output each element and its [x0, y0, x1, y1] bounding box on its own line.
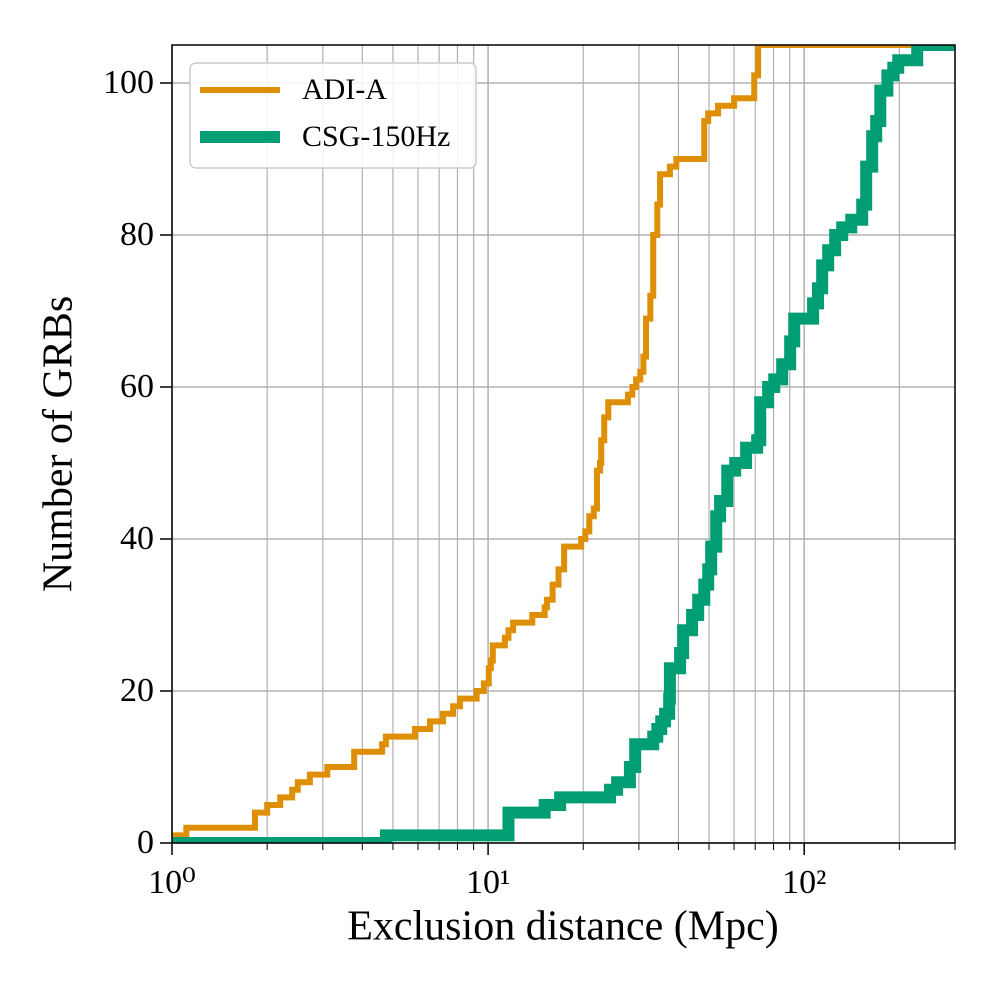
step-line: [172, 45, 955, 839]
y-tick-label: 60: [120, 368, 154, 405]
y-tick-label: 80: [120, 216, 154, 253]
legend-label: CSG-150Hz: [302, 120, 450, 153]
y-tick-label: 0: [137, 824, 154, 861]
x-axis-label: Exclusion distance (Mpc): [347, 904, 779, 950]
y-tick-label: 20: [120, 672, 154, 709]
legend-label: ADI-A: [302, 73, 387, 106]
x-tick-label: 10⁰: [148, 864, 196, 901]
x-tick-label: 10¹: [466, 864, 510, 901]
step-line: [172, 45, 955, 843]
y-tick-label: 40: [120, 520, 154, 557]
plot-frame: [171, 44, 956, 844]
y-axis-label: Number of GRBs: [36, 296, 82, 592]
y-tick-label: 100: [103, 64, 154, 101]
x-tick-label: 10²: [782, 864, 826, 901]
